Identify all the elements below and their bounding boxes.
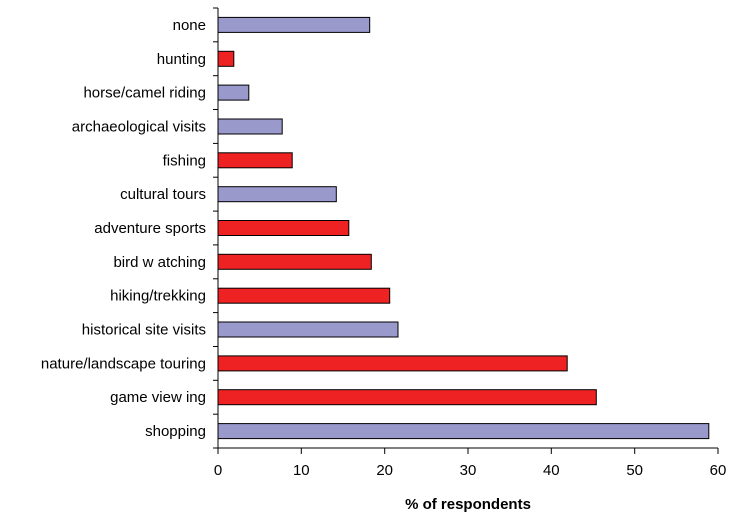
bar-13	[217, 423, 710, 440]
category-label: historical site visits	[82, 322, 206, 339]
x-tick-label: 60	[710, 462, 727, 479]
category-label: fishing	[163, 152, 206, 169]
x-tick-label: 0	[214, 462, 222, 479]
bar-9	[217, 287, 391, 304]
bar-2	[217, 50, 235, 67]
category-label: horse/camel riding	[83, 85, 206, 102]
bar-7	[217, 220, 350, 236]
bar-1	[217, 16, 371, 33]
bars-layer	[217, 16, 710, 440]
category-label: archaeological visits	[72, 119, 206, 136]
bar-8	[217, 253, 372, 270]
bar-11	[217, 355, 568, 372]
bar-4	[217, 118, 283, 135]
category-label: cultural tours	[120, 186, 206, 203]
x-axis-title: % of respondents	[405, 496, 531, 513]
category-label: nature/landscape touring	[41, 355, 206, 372]
category-label: shopping	[145, 423, 206, 440]
category-label: none	[173, 17, 206, 34]
x-tick-label: 10	[293, 462, 310, 479]
bar-12	[217, 389, 597, 406]
bar-6	[217, 186, 337, 203]
bar-5	[217, 152, 293, 169]
category-label: bird w atching	[113, 254, 206, 271]
category-label: hiking/trekking	[110, 288, 206, 305]
bar-3	[217, 84, 250, 101]
category-label: game view ing	[110, 389, 206, 406]
x-tick-label: 50	[626, 462, 643, 479]
axis-layer: 0 10 20 30 40 50 60	[213, 7, 727, 479]
category-labels: none hunting horse/camel riding archaeologi…	[41, 17, 206, 440]
x-tick-label: 30	[460, 462, 477, 479]
x-tick-label: 20	[376, 462, 393, 479]
bar-10	[217, 321, 399, 338]
category-label: hunting	[157, 51, 206, 68]
x-tick-label: 40	[543, 462, 560, 479]
category-label: adventure sports	[94, 220, 206, 237]
